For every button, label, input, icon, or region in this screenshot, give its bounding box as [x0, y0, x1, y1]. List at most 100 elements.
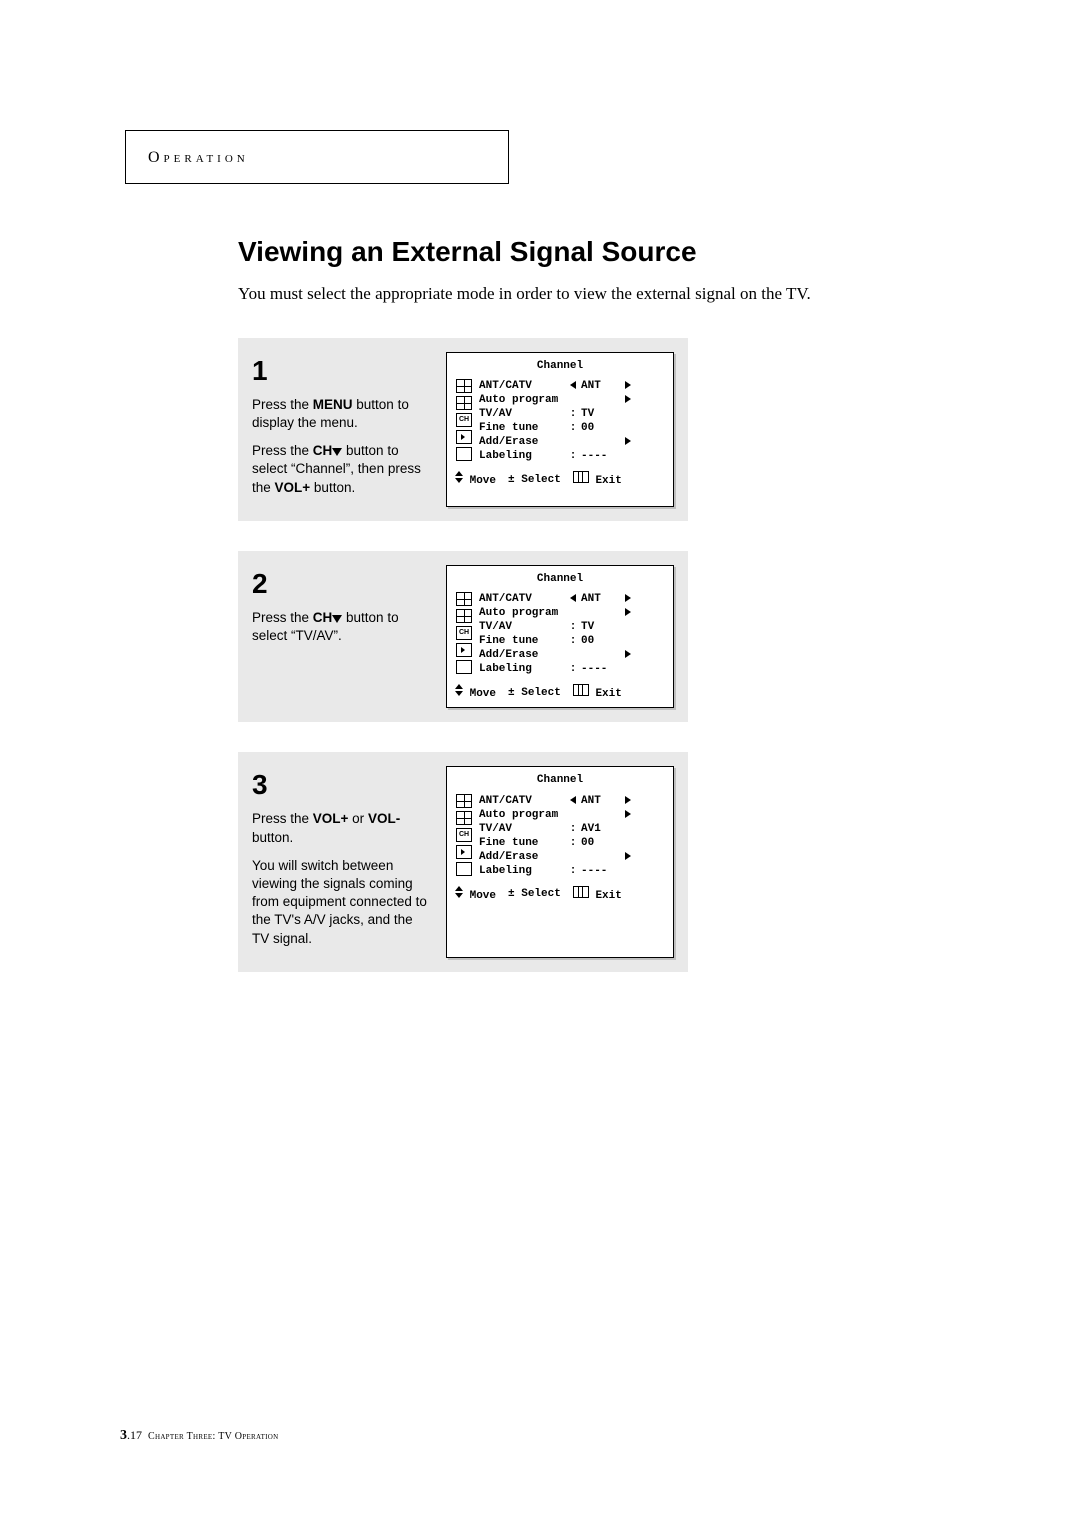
- step-text: 3 Press the VOL+ or VOL- button. You will …: [252, 766, 432, 957]
- section-header-label: Operation: [148, 149, 249, 166]
- chevron-down-icon: [332, 615, 342, 623]
- osd-key: Fine tune: [479, 836, 565, 850]
- osd-move: Move: [455, 684, 496, 701]
- updown-icon: [455, 471, 463, 483]
- osd-tab-icon: [456, 396, 472, 410]
- osd-key: ANT/CATV: [479, 794, 565, 808]
- osd-title: Channel: [455, 359, 665, 373]
- osd-rows: ANT/CATVANTAuto programTV/AV:TVFine tune…: [479, 592, 665, 676]
- osd-select: ± Select: [508, 473, 561, 487]
- page-footer: 3.17 Chapter Three: TV Operation: [120, 1428, 279, 1444]
- instruction-line: Press the CH button to select “Channel”,…: [252, 442, 432, 497]
- instruction-line: Press the CH button to select “TV/AV”.: [252, 609, 432, 645]
- osd-left-arrow: [565, 379, 581, 393]
- step-number: 3: [252, 766, 432, 804]
- footer-page-major: 3: [120, 1428, 127, 1443]
- osd-menu-row: ANT/CATV ANT: [479, 794, 665, 808]
- osd-left-arrow: :: [565, 620, 581, 634]
- menu-icon: [573, 471, 589, 483]
- menu-icon: [573, 886, 589, 898]
- osd-value: ----: [581, 662, 621, 676]
- osd-exit: Exit: [573, 684, 622, 701]
- osd-tab-icon: [456, 609, 472, 623]
- osd-tab-icons: CH: [455, 592, 473, 676]
- osd-key: Labeling: [479, 864, 565, 878]
- osd-tab-icons: CH: [455, 794, 473, 878]
- osd-tab-icon: [456, 643, 472, 657]
- osd-right-arrow: [621, 592, 635, 606]
- osd-tab-icon: [456, 430, 472, 444]
- osd-value: ANT: [581, 794, 621, 808]
- osd-tab-icon: [456, 447, 472, 461]
- osd-menu-row: Add/Erase: [479, 648, 665, 662]
- osd-move: Move: [455, 471, 496, 488]
- osd-title: Channel: [455, 572, 665, 586]
- osd-right-arrow: [621, 606, 635, 620]
- osd-right-arrow: [621, 850, 635, 864]
- footer-page-minor: .17: [127, 1428, 142, 1442]
- osd-tab-icon: [456, 592, 472, 606]
- osd-select: ± Select: [508, 686, 561, 700]
- osd-panel: ChannelCHANT/CATVANTAuto programTV/AV:TV…: [446, 352, 674, 507]
- osd-menu-row: Fine tune:00: [479, 836, 665, 850]
- osd-tab-icon: [456, 794, 472, 808]
- osd-key: Auto program: [479, 606, 565, 620]
- section-header-box: Operation: [125, 130, 509, 184]
- osd-tab-icon: CH: [456, 828, 472, 842]
- osd-menu-row: Add/Erase: [479, 435, 665, 449]
- osd-left-arrow: :: [565, 864, 581, 878]
- osd-value: ANT: [581, 592, 621, 606]
- osd-footer: Move ± Select Exit: [455, 684, 665, 701]
- osd-right-arrow: [621, 435, 635, 449]
- osd-left-arrow: :: [565, 407, 581, 421]
- osd-rows: ANT/CATVANTAuto programTV/AV:TVFine tune…: [479, 379, 665, 463]
- osd-key: TV/AV: [479, 407, 565, 421]
- osd-menu-row: Auto program: [479, 808, 665, 822]
- step-block: 1Press the MENU button to display the me…: [238, 338, 688, 521]
- instruction-line: You will switch between viewing the sign…: [252, 857, 432, 948]
- instruction-line: Press the VOL+ or VOL- button.: [252, 810, 432, 846]
- osd-left-arrow: :: [565, 836, 581, 850]
- osd-left-arrow: :: [565, 634, 581, 648]
- osd-menu-row: Fine tune:00: [479, 421, 665, 435]
- osd-tab-icon: [456, 845, 472, 859]
- osd-key: Labeling: [479, 662, 565, 676]
- osd-tab-icon: [456, 660, 472, 674]
- osd-tab-icons: CH: [455, 379, 473, 463]
- osd-menu-row: Labeling:----: [479, 864, 665, 878]
- osd-key: Add/Erase: [479, 850, 565, 864]
- osd-menu-row: Labeling:----: [479, 662, 665, 676]
- osd-menu-row: Fine tune:00: [479, 634, 665, 648]
- osd-left-arrow: :: [565, 662, 581, 676]
- osd-panel: ChannelCHANT/CATVANTAuto programTV/AV:AV…: [446, 766, 674, 957]
- osd-key: Add/Erase: [479, 648, 565, 662]
- osd-left-arrow: :: [565, 421, 581, 435]
- osd-right-arrow: [621, 379, 635, 393]
- osd-exit: Exit: [573, 471, 622, 488]
- osd-menu-row: ANT/CATVANT: [479, 592, 665, 606]
- osd-menu-row: Auto program: [479, 606, 665, 620]
- osd-right-arrow: [621, 648, 635, 662]
- osd-key: Add/Erase: [479, 435, 565, 449]
- osd-menu-row: ANT/CATV ANT: [479, 379, 665, 393]
- intro-paragraph: You must select the appropriate mode in …: [238, 284, 960, 304]
- osd-right-arrow: [621, 393, 635, 407]
- osd-key: ANT/CATV: [479, 379, 565, 393]
- osd-panel: ChannelCHANT/CATVANTAuto programTV/AV:TV…: [446, 565, 674, 709]
- osd-value: AV1: [581, 822, 621, 836]
- osd-left-arrow: :: [565, 822, 581, 836]
- footer-chapter: Chapter Three: TV Operation: [148, 1431, 279, 1442]
- osd-left-arrow: [565, 794, 581, 808]
- osd-value: ANT: [581, 379, 621, 393]
- osd-select: ± Select: [508, 887, 561, 901]
- osd-key: Auto program: [479, 808, 565, 822]
- step-block: 2Press the CH button to select “TV/AV”.C…: [238, 551, 688, 723]
- osd-title: Channel: [455, 773, 665, 787]
- osd-menu-row: TV/AV:TV: [479, 620, 665, 634]
- osd-value: 00: [581, 634, 621, 648]
- updown-icon: [455, 886, 463, 898]
- osd-key: TV/AV: [479, 620, 565, 634]
- osd-footer: Move ± Select Exit: [455, 471, 665, 488]
- osd-value: TV: [581, 407, 621, 421]
- osd-tab-icon: [456, 811, 472, 825]
